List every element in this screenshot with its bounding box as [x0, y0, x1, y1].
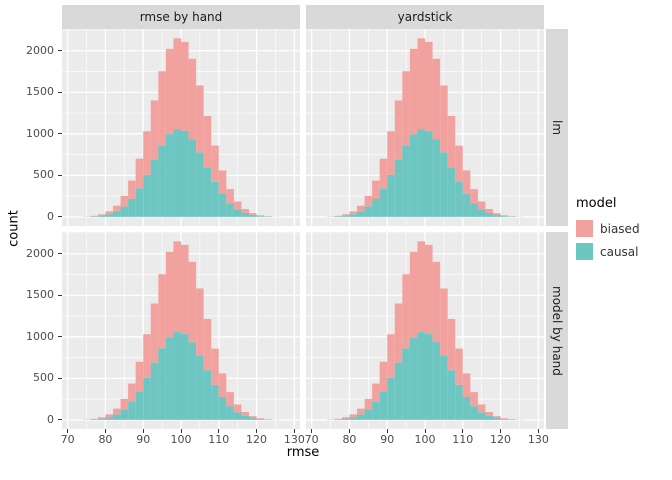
- tick-mark: [256, 429, 258, 433]
- tick-mark: [67, 429, 69, 433]
- y-tick-label: 2000: [26, 246, 54, 260]
- tick-mark: [293, 429, 295, 433]
- y-tick-label: 500: [33, 168, 54, 182]
- y-tick-label: 1500: [26, 288, 54, 302]
- histogram-plot: [306, 232, 544, 429]
- tick-mark: [386, 429, 388, 433]
- x-tick-label: 110: [208, 433, 230, 446]
- y-tick-label: 1500: [26, 85, 54, 99]
- x-tick-label: 110: [452, 433, 474, 446]
- y-axis-title: count: [6, 210, 22, 247]
- x-tick-label: 100: [170, 433, 192, 446]
- tick-mark: [218, 429, 220, 433]
- tick-mark: [424, 429, 426, 433]
- x-axis-title: rmse: [286, 445, 320, 460]
- histogram-plot: [62, 29, 300, 226]
- y-tick-label: 1000: [26, 126, 54, 140]
- x-tick-label: 120: [246, 433, 268, 446]
- x-tick-label: 80: [98, 433, 113, 446]
- facet-row-strip-model-by-hand: model by hand: [546, 232, 568, 429]
- panel-model-by-hand-rmse-by-hand: [62, 232, 300, 429]
- legend-label-biased: biased: [600, 221, 640, 236]
- x-tick-label: 70: [60, 433, 75, 446]
- facet-row-strip-lm: lm: [546, 29, 568, 226]
- panel-lm-rmse-by-hand: [62, 29, 300, 226]
- legend-swatch-biased: [576, 220, 593, 237]
- tick-mark: [348, 429, 350, 433]
- legend-title: model: [576, 196, 617, 211]
- x-tick-label: 100: [414, 433, 436, 446]
- facet-col-strip-rmse-by-hand: rmse by hand: [62, 5, 300, 29]
- legend-key-biased: biased: [576, 220, 640, 237]
- tick-mark: [142, 429, 144, 433]
- histogram-plot: [62, 232, 300, 429]
- legend-swatch-causal: [576, 243, 593, 260]
- y-tick-label: 2000: [26, 43, 54, 57]
- x-tick-label: 80: [342, 433, 357, 446]
- legend: model biased causal: [576, 196, 640, 266]
- panel-lm-yardstick: [306, 29, 544, 226]
- x-tick-label: 90: [380, 433, 395, 446]
- y-tick-label: 1000: [26, 329, 54, 343]
- y-tick-label: 500: [33, 371, 54, 385]
- x-tick-label: 120: [490, 433, 512, 446]
- histogram-plot: [306, 29, 544, 226]
- tick-mark: [311, 429, 313, 433]
- y-tick-label: 0: [47, 412, 54, 426]
- tick-mark: [462, 429, 464, 433]
- tick-mark: [500, 429, 502, 433]
- tick-mark: [104, 429, 106, 433]
- legend-label-causal: causal: [600, 244, 639, 259]
- facet-col-strip-yardstick: yardstick: [306, 5, 544, 29]
- panel-model-by-hand-yardstick: [306, 232, 544, 429]
- x-tick-label: 130: [527, 433, 549, 446]
- legend-key-causal: causal: [576, 243, 640, 260]
- tick-mark: [537, 429, 539, 433]
- x-tick-label: 90: [136, 433, 151, 446]
- tick-mark: [180, 429, 182, 433]
